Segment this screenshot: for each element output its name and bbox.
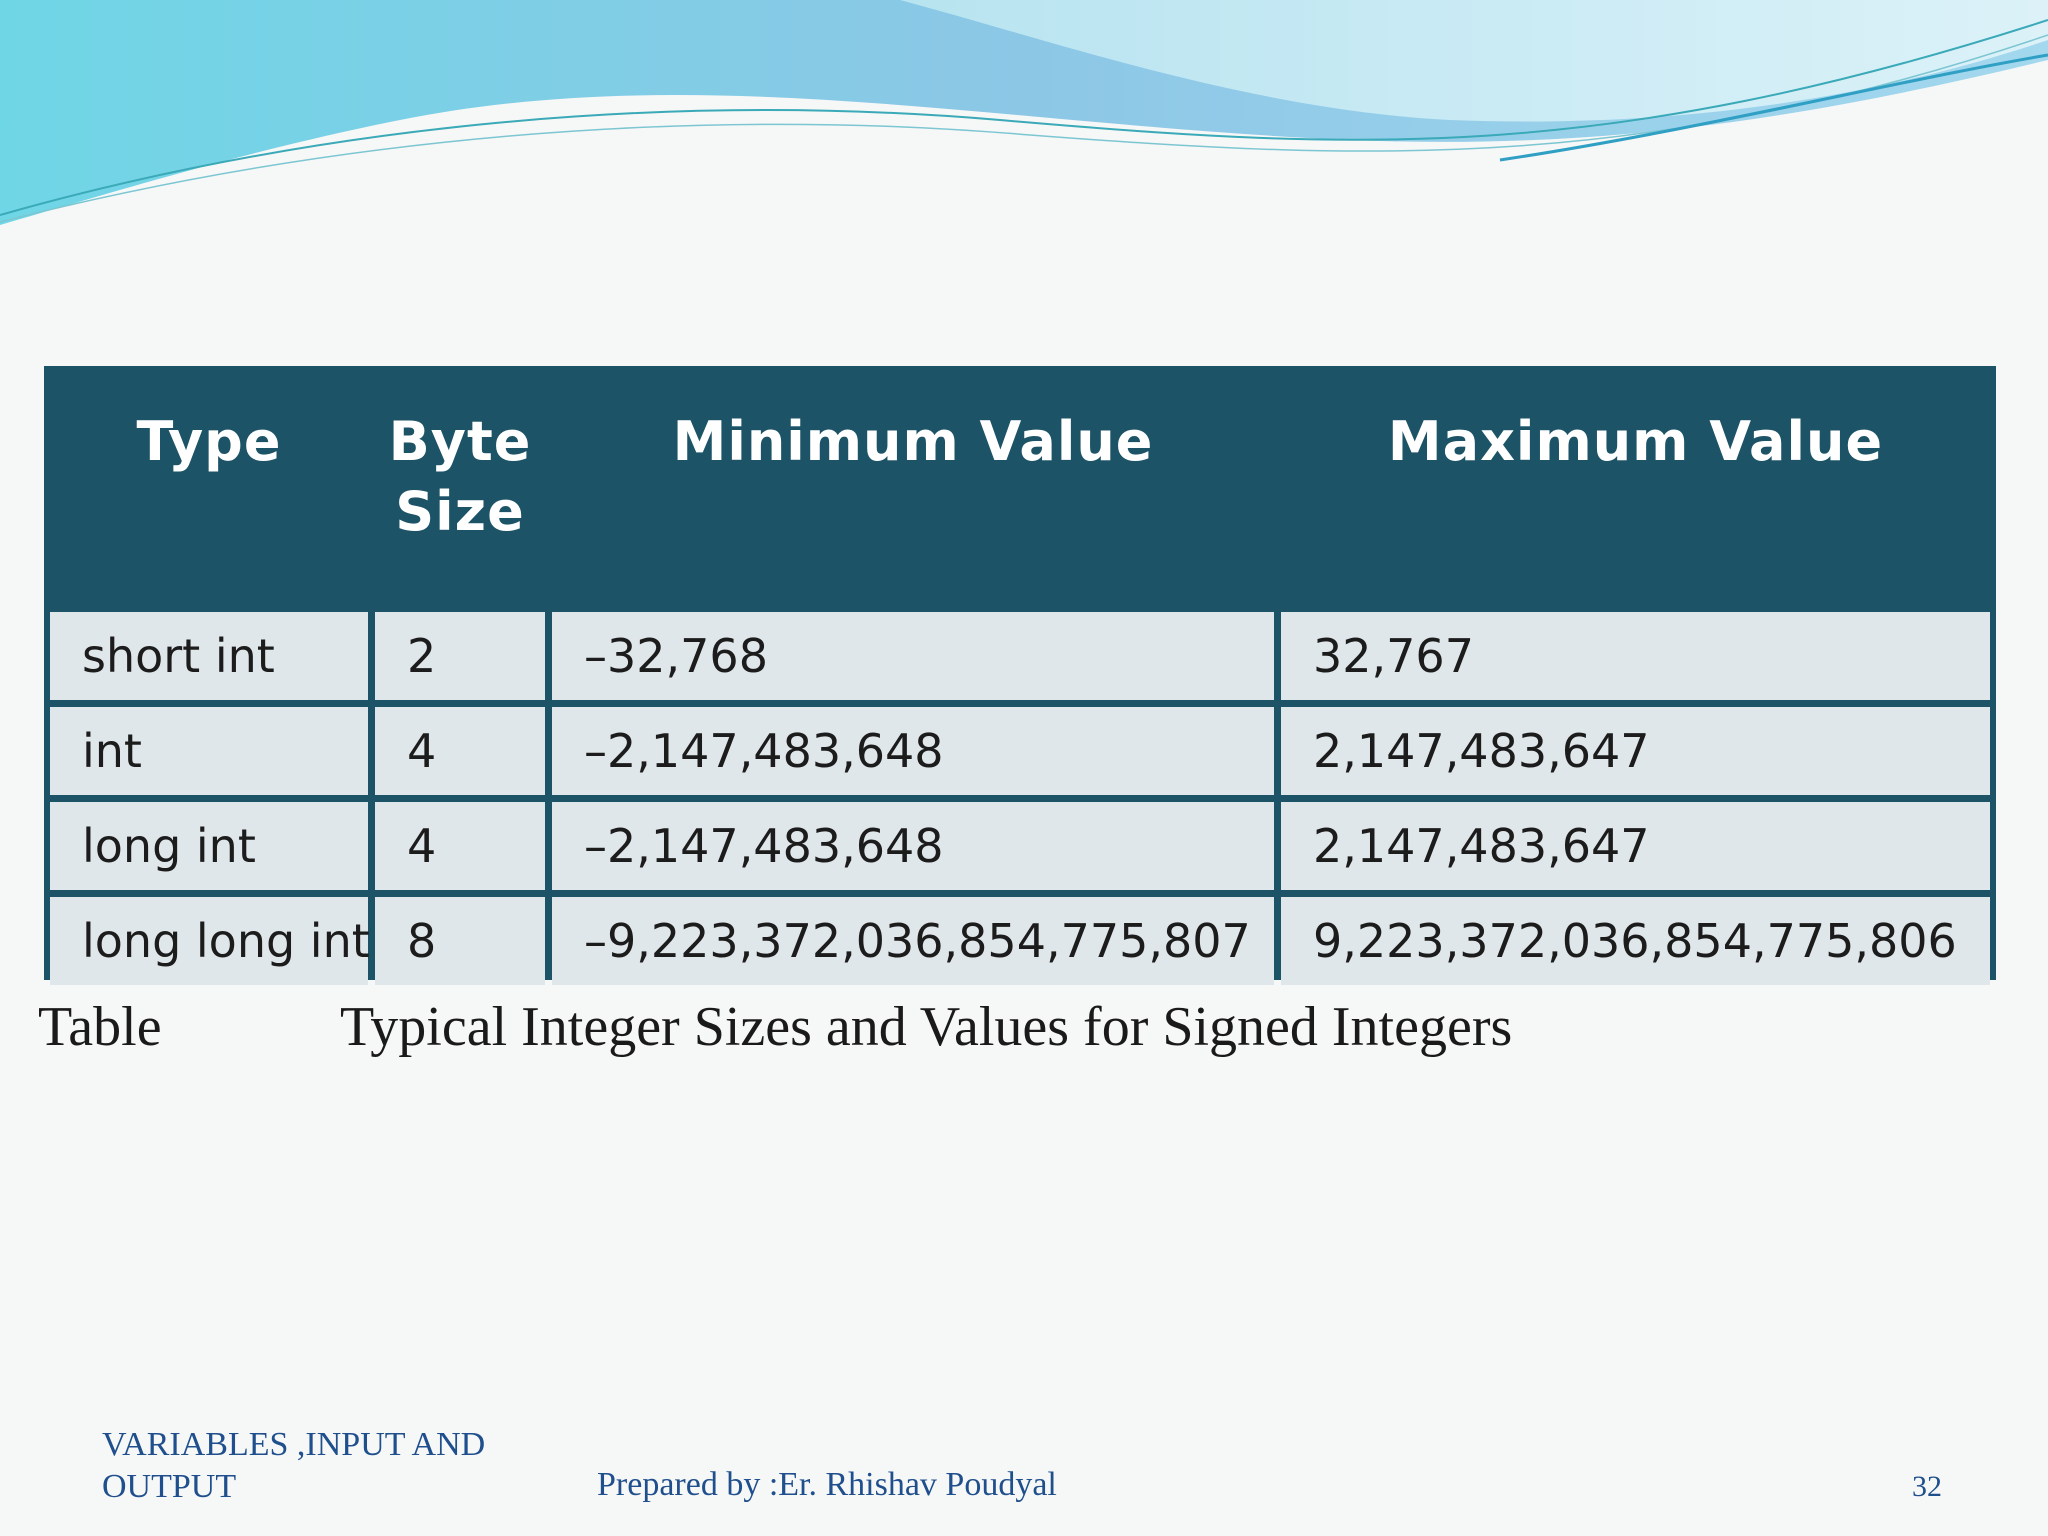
table-row: long long int 8 –9,223,372,036,854,775,8… xyxy=(50,897,1990,985)
cell-min: –2,147,483,648 xyxy=(552,707,1274,795)
cell-min: –32,768 xyxy=(552,612,1274,700)
header-wave-decoration xyxy=(0,0,2048,225)
caption-label: Table xyxy=(38,996,162,1058)
cell-type: short int xyxy=(50,612,368,700)
header-maximum-value: Maximum Value xyxy=(1387,410,1884,473)
integer-sizes-table: Type Byte Size Minimum Value Maximum Val… xyxy=(44,366,1996,985)
cell-min: –2,147,483,648 xyxy=(552,802,1274,890)
footer-topic: VARIABLES ,INPUT AND OUTPUT xyxy=(102,1426,486,1505)
cell-byte-size: 4 xyxy=(375,707,545,795)
cell-type: long int xyxy=(50,802,368,890)
cell-byte-size: 2 xyxy=(375,612,545,700)
cell-max: 32,767 xyxy=(1281,612,1990,700)
cell-byte-size: 4 xyxy=(375,802,545,890)
cell-max: 9,223,372,036,854,775,806 xyxy=(1281,897,1990,985)
cell-max: 2,147,483,647 xyxy=(1281,707,1990,795)
table-row: int 4 –2,147,483,648 2,147,483,647 xyxy=(50,707,1990,795)
cell-type: long long int xyxy=(50,897,370,985)
header-type: Type xyxy=(136,410,282,473)
cell-type: int xyxy=(50,707,368,795)
table-row: short int 2 –32,768 32,767 xyxy=(50,612,1990,700)
data-table: Type Byte Size Minimum Value Maximum Val… xyxy=(43,366,1997,992)
caption-text: Typical Integer Sizes and Values for Sig… xyxy=(340,996,1513,1058)
table-row: long int 4 –2,147,483,648 2,147,483,647 xyxy=(50,802,1990,890)
cell-min: –9,223,372,036,854,775,807 xyxy=(552,897,1274,985)
table-header-row: Type Byte Size Minimum Value Maximum Val… xyxy=(50,373,1990,605)
header-byte-size: Byte Size xyxy=(388,410,532,543)
cell-max: 2,147,483,647 xyxy=(1281,802,1990,890)
header-minimum-value: Minimum Value xyxy=(672,410,1154,473)
page-number: 32 xyxy=(1912,1470,1942,1503)
footer-author: Prepared by :Er. Rhishav Poudyal xyxy=(597,1466,1057,1503)
cell-byte-size: 8 xyxy=(375,897,545,985)
